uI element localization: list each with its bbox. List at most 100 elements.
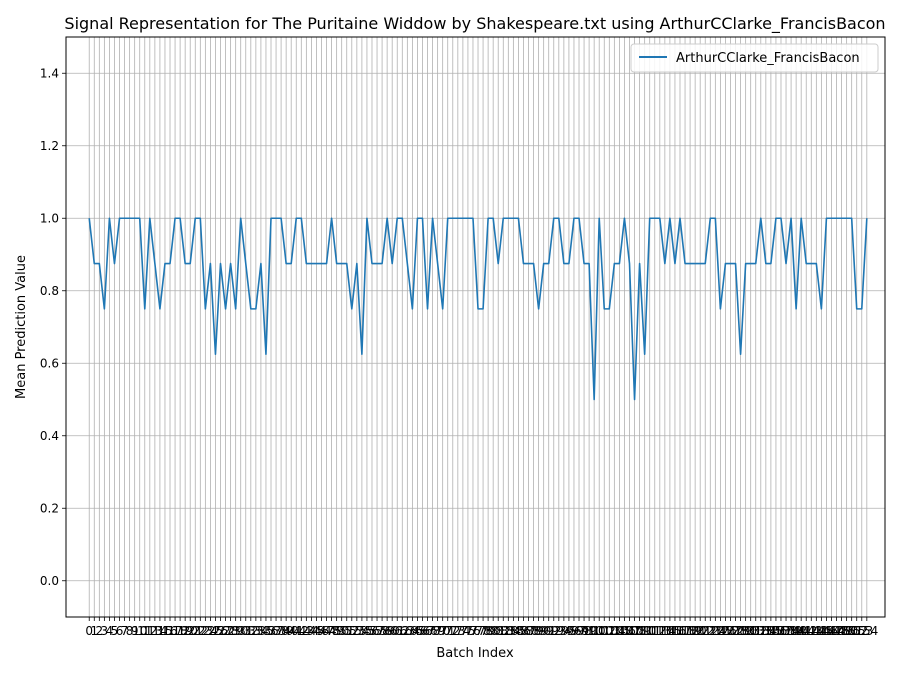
- x-tick-label: 125: [709, 624, 732, 638]
- x-tick-label: 108: [623, 624, 646, 638]
- x-tick-label: 146: [815, 624, 838, 638]
- x-tick-label: 77: [470, 624, 485, 638]
- x-tick-label: 34: [253, 624, 268, 638]
- x-tick-label: 143: [800, 624, 823, 638]
- x-tick-label: 89: [531, 624, 546, 638]
- x-tick-label: 55: [359, 624, 374, 638]
- x-tick-label: 35: [258, 624, 273, 638]
- x-tick-label: 13: [147, 624, 162, 638]
- plot-area: [66, 37, 885, 617]
- x-tick-label: 83: [501, 624, 516, 638]
- x-tick-label: 4: [106, 624, 114, 638]
- x-tick-label: 98: [576, 624, 591, 638]
- x-tick-label: 102: [593, 624, 616, 638]
- x-tick-label: 57: [369, 624, 384, 638]
- x-tick-label: 153: [850, 624, 873, 638]
- series-layer: [88, 217, 868, 401]
- x-tick-label: 56: [364, 624, 379, 638]
- x-tick-label: 3: [101, 624, 109, 638]
- x-tick-label: 51: [339, 624, 354, 638]
- x-tick-label: 111: [638, 624, 661, 638]
- x-tick-label: 110: [633, 624, 656, 638]
- x-tick-label: 68: [425, 624, 440, 638]
- x-tick-label: 121: [689, 624, 712, 638]
- x-tick-label: 101: [588, 624, 611, 638]
- x-tick-label: 97: [571, 624, 586, 638]
- x-tick-label: 37: [268, 624, 283, 638]
- x-tick-label: 94: [556, 624, 571, 638]
- y-tick-label: 0.4: [40, 429, 59, 443]
- x-tick-label: 138: [775, 624, 798, 638]
- x-tick-label: 29: [228, 624, 243, 638]
- x-tick-label: 54: [354, 624, 369, 638]
- x-tick-label: 5: [111, 624, 119, 638]
- x-tick-label: 70: [435, 624, 450, 638]
- x-tick-label: 123: [699, 624, 722, 638]
- x-tick-label: 117: [669, 624, 692, 638]
- x-tick-label: 128: [724, 624, 747, 638]
- x-tick-label: 67: [420, 624, 435, 638]
- x-tick-label: 82: [496, 624, 511, 638]
- x-tick-label: 31: [238, 624, 253, 638]
- x-tick-label: 91: [541, 624, 556, 638]
- x-tick-label: 140: [785, 624, 808, 638]
- x-tick-label: 81: [491, 624, 506, 638]
- x-tick-label: 76: [465, 624, 480, 638]
- x-tick-label: 50: [334, 624, 349, 638]
- y-tick-label: 0.2: [40, 501, 59, 515]
- y-tick-label: 0.8: [40, 284, 59, 298]
- x-tick-label: 72: [445, 624, 460, 638]
- y-tick-label: 1.4: [40, 66, 59, 80]
- x-tick-label: 106: [613, 624, 636, 638]
- x-tick-label: 116: [663, 624, 686, 638]
- x-tick-label: 85: [511, 624, 526, 638]
- x-tick-label: 129: [729, 624, 752, 638]
- x-tick-label: 42: [294, 624, 309, 638]
- x-tick-label: 150: [835, 624, 858, 638]
- x-tick-label: 66: [415, 624, 430, 638]
- x-tick-label: 95: [561, 624, 576, 638]
- x-tick-label: 44: [304, 624, 319, 638]
- x-tick-label: 26: [213, 624, 228, 638]
- x-tick-label: 45: [309, 624, 324, 638]
- x-tick-label: 39: [279, 624, 294, 638]
- x-tick-label: 135: [759, 624, 782, 638]
- x-tick-label: 107: [618, 624, 641, 638]
- plot-frame: [65, 36, 886, 618]
- x-tick-label: 19: [178, 624, 193, 638]
- x-tick-label: 23: [198, 624, 213, 638]
- x-tick-label: 43: [299, 624, 314, 638]
- ticks: 0.00.20.40.60.81.01.21.40123456789101112…: [40, 66, 878, 638]
- x-tick-label: 131: [739, 624, 762, 638]
- y-tick-label: 1.2: [40, 139, 59, 153]
- x-tick-label: 53: [349, 624, 364, 638]
- x-tick-label: 9: [131, 624, 139, 638]
- x-tick-label: 47: [319, 624, 334, 638]
- x-tick-label: 58: [374, 624, 389, 638]
- x-axis-label: Batch Index: [436, 646, 514, 661]
- x-tick-label: 90: [536, 624, 551, 638]
- x-tick-label: 148: [825, 624, 848, 638]
- x-tick-label: 73: [450, 624, 465, 638]
- x-tick-label: 120: [684, 624, 707, 638]
- x-tick-label: 8: [126, 624, 134, 638]
- x-tick-label: 52: [344, 624, 359, 638]
- x-tick-label: 18: [172, 624, 187, 638]
- x-tick-label: 88: [526, 624, 541, 638]
- x-tick-label: 139: [780, 624, 803, 638]
- x-tick-label: 118: [674, 624, 697, 638]
- x-tick-label: 17: [167, 624, 182, 638]
- x-tick-label: 38: [273, 624, 288, 638]
- y-axis-label: Mean Prediction Value: [14, 255, 29, 399]
- x-tick-label: 141: [790, 624, 813, 638]
- x-tick-label: 12: [142, 624, 157, 638]
- x-tick-label: 78: [475, 624, 490, 638]
- x-tick-label: 79: [480, 624, 495, 638]
- x-tick-label: 48: [324, 624, 339, 638]
- x-tick-label: 40: [284, 624, 299, 638]
- x-tick-label: 112: [643, 624, 666, 638]
- x-tick-label: 16: [162, 624, 177, 638]
- x-tick-label: 1: [90, 624, 98, 638]
- x-tick-label: 87: [521, 624, 536, 638]
- x-tick-label: 92: [546, 624, 561, 638]
